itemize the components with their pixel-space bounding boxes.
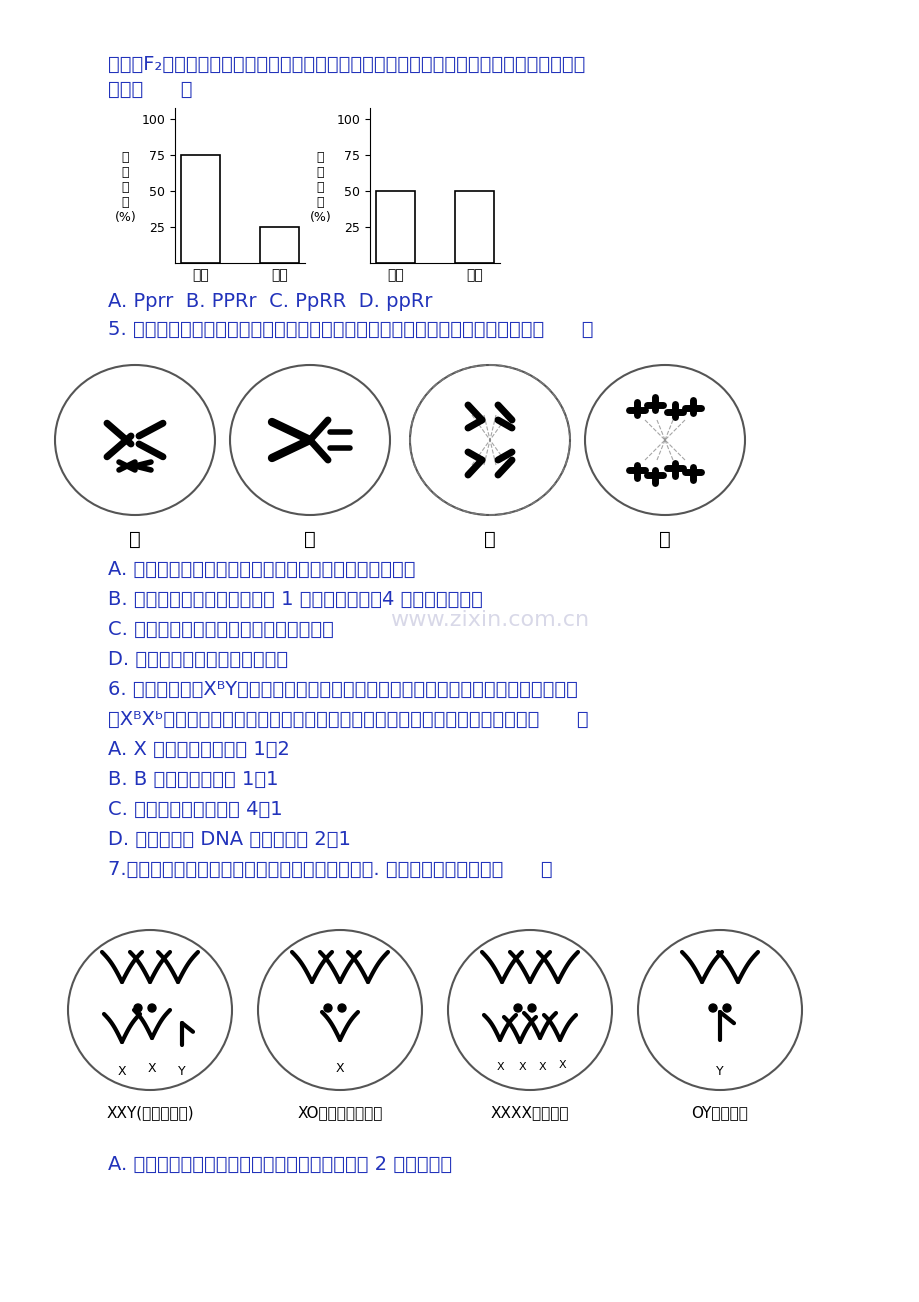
Text: X: X	[118, 1065, 126, 1078]
Bar	[259, 227, 299, 263]
Text: C. 正在发生同源染色体分离的是丙图细胞: C. 正在发生同源染色体分离的是丙图细胞	[108, 620, 334, 639]
Text: 丁: 丁	[658, 530, 670, 549]
Bar	[376, 191, 414, 263]
Text: A. 正常果蝇在减数第一次分裂中期的细胞内含有 2 个染色体组: A. 正常果蝇在减数第一次分裂中期的细胞内含有 2 个染色体组	[108, 1155, 451, 1174]
Text: B. B 基因数目之比是 1：1: B. B 基因数目之比是 1：1	[108, 769, 278, 789]
Text: C. 染色单体数目之比是 4：1: C. 染色单体数目之比是 4：1	[108, 799, 282, 819]
Text: 乙: 乙	[304, 530, 315, 549]
Text: D. 子细胞核内 DNA 数目之比是 2：1: D. 子细胞核内 DNA 数目之比是 2：1	[108, 829, 350, 849]
Text: （XᴮXᵇ）的一个处于有丝分裂后期的细胞相比（不考虑基因突变），正确的是（      ）: （XᴮXᵇ）的一个处于有丝分裂后期的细胞相比（不考虑基因突变），正确的是（ ）	[108, 710, 588, 729]
Text: Y: Y	[178, 1065, 186, 1078]
Circle shape	[722, 1004, 731, 1012]
Text: XO（雄性，不育）: XO（雄性，不育）	[297, 1105, 382, 1120]
Text: XXXX（死亡）: XXXX（死亡）	[490, 1105, 569, 1120]
Text: A. Pprr  B. PPRr  C. PpRR  D. ppRr: A. Pprr B. PPRr C. PpRR D. ppRr	[108, 292, 432, 311]
Text: A. 甲图处于减数第一次分裂过程中，含有两对同源染色体: A. 甲图处于减数第一次分裂过程中，含有两对同源染色体	[108, 560, 415, 579]
Bar	[454, 191, 494, 263]
Text: X: X	[517, 1062, 526, 1072]
Text: XXY(雌性，可育): XXY(雌性，可育)	[106, 1105, 194, 1120]
Text: 丙: 丙	[483, 530, 495, 549]
Text: X: X	[495, 1062, 504, 1072]
Text: X: X	[148, 1062, 156, 1075]
Text: Y: Y	[715, 1065, 723, 1078]
Text: X: X	[335, 1062, 344, 1075]
Circle shape	[514, 1004, 521, 1012]
Text: 甲: 甲	[129, 530, 141, 549]
Text: OY（死亡）: OY（死亡）	[691, 1105, 748, 1120]
Circle shape	[323, 1004, 332, 1012]
Circle shape	[134, 1004, 142, 1012]
Text: 型是（      ）: 型是（ ）	[108, 79, 192, 99]
Text: B. 在乙图所示的细胞中，含有 1 对同源染色体，4 个姐妹染色单体: B. 在乙图所示的细胞中，含有 1 对同源染色体，4 个姐妹染色单体	[108, 590, 482, 609]
Text: www.zixin.com.cn: www.zixin.com.cn	[390, 611, 589, 630]
Circle shape	[709, 1004, 716, 1012]
Text: D. 该器官一定是哺乳动物的睾丸: D. 该器官一定是哺乳动物的睾丸	[108, 650, 288, 669]
Text: 6. 某正常男性（XᴮY）的一个处于减数第一次分裂后期的细胞与某女性色盲基因携带者: 6. 某正常男性（XᴮY）的一个处于减数第一次分裂后期的细胞与某女性色盲基因携带…	[108, 680, 577, 699]
Circle shape	[528, 1004, 536, 1012]
Text: X: X	[538, 1062, 545, 1072]
Text: 7.几种性染色体异常果蝇的性别、育性等如图所示. 有关分析不正确的是（      ）: 7.几种性染色体异常果蝇的性别、育性等如图所示. 有关分析不正确的是（ ）	[108, 861, 552, 879]
Circle shape	[148, 1004, 156, 1012]
Y-axis label: 植
株
数
比
(%): 植 株 数 比 (%)	[115, 151, 136, 224]
Y-axis label: 植
株
数
比
(%): 植 株 数 比 (%)	[310, 151, 331, 224]
Circle shape	[337, 1004, 346, 1012]
Text: A. X 染色体数目之比为 1：2: A. X 染色体数目之比为 1：2	[108, 740, 289, 759]
Text: 杂交，F₂有四种表现型，对每对相对性状的植株数目作出的统计结果如图所示，则丁的基因: 杂交，F₂有四种表现型，对每对相对性状的植株数目作出的统计结果如图所示，则丁的基…	[108, 55, 584, 74]
Text: 5. 在哺乳动物的某一器官中，发现了如下细胞分裂图象，下列有关叙述错误的是（      ）: 5. 在哺乳动物的某一器官中，发现了如下细胞分裂图象，下列有关叙述错误的是（ ）	[108, 320, 593, 339]
Bar	[181, 155, 220, 263]
Text: X: X	[558, 1060, 565, 1070]
